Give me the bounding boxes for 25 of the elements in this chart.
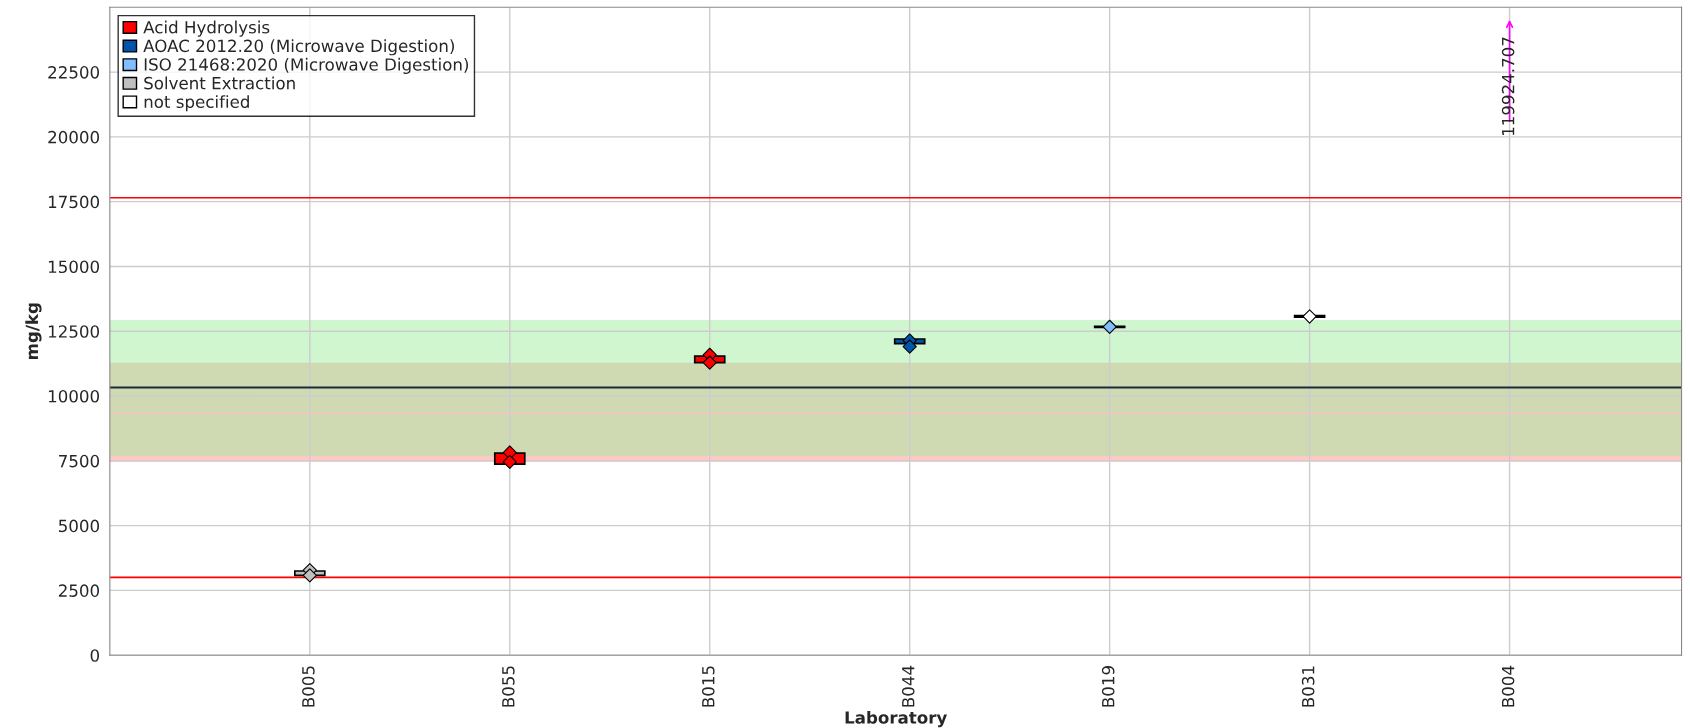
x-tick-label: B031	[1301, 666, 1315, 707]
x-tick-label: B004	[1501, 665, 1515, 707]
legend-label: not specified	[144, 95, 249, 112]
x-tick-label: B044	[901, 665, 915, 707]
y-axis-title: mg/kg	[25, 303, 42, 360]
x-tick-label: B005	[302, 666, 315, 707]
x-axis-title: Laboratory	[845, 710, 948, 728]
y-tick-label: 2500	[58, 584, 100, 597]
y-tick-label: 0	[90, 649, 100, 662]
y-tick-label: 5000	[59, 519, 100, 533]
legend-label: Acid Hydrolysis	[143, 20, 270, 37]
y-tick-label: 20000	[48, 130, 100, 144]
x-tick-label: B019	[1101, 666, 1115, 707]
x-tick-label: B055	[502, 666, 515, 707]
y-tick-label: 7500	[59, 454, 100, 468]
annotation: 119924.707	[1501, 37, 1515, 136]
y-tick-label: 15000	[48, 260, 100, 274]
y-tick-label: 22500	[48, 66, 100, 79]
legend-label: Solvent Extraction	[144, 76, 295, 90]
y-tick-label: 12500	[48, 325, 100, 338]
y-tick-label: 17500	[48, 195, 100, 209]
legend-label: ISO 21468:2020 (Microwave Digestion)	[144, 57, 469, 74]
y-tick-label: 10000	[48, 389, 100, 403]
legend-label: AOAC 2012.20 (Microwave Digestion)	[143, 39, 454, 56]
x-tick-label: B015	[701, 666, 715, 707]
